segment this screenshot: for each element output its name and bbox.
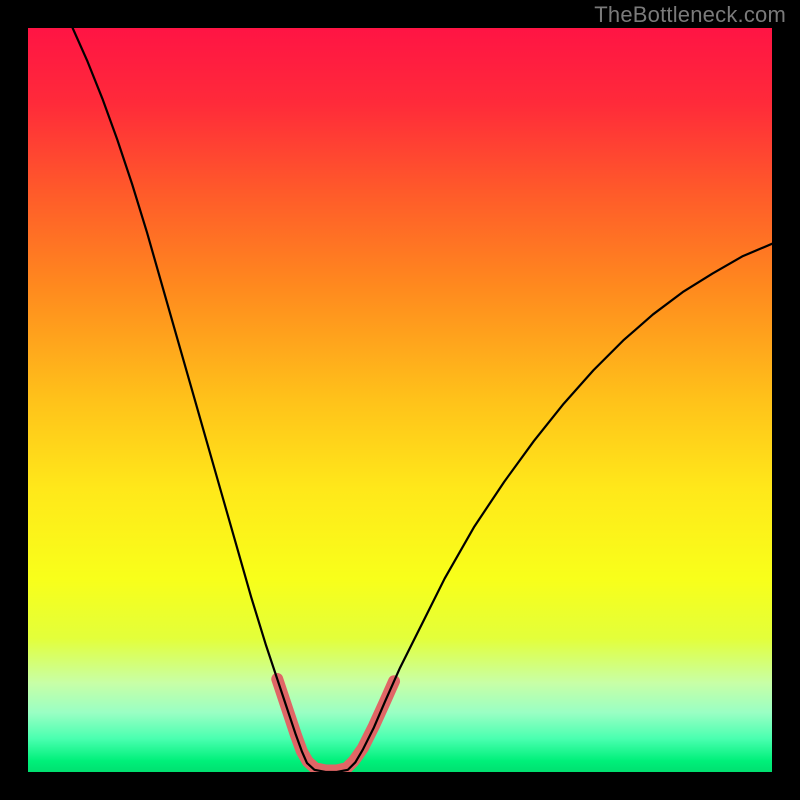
plot-area [28, 28, 772, 772]
watermark-text: TheBottleneck.com [594, 2, 786, 28]
bottleneck-curve [73, 28, 772, 772]
curve-layer [28, 28, 772, 772]
bottleneck-highlight [277, 679, 394, 771]
chart-frame: TheBottleneck.com [0, 0, 800, 800]
